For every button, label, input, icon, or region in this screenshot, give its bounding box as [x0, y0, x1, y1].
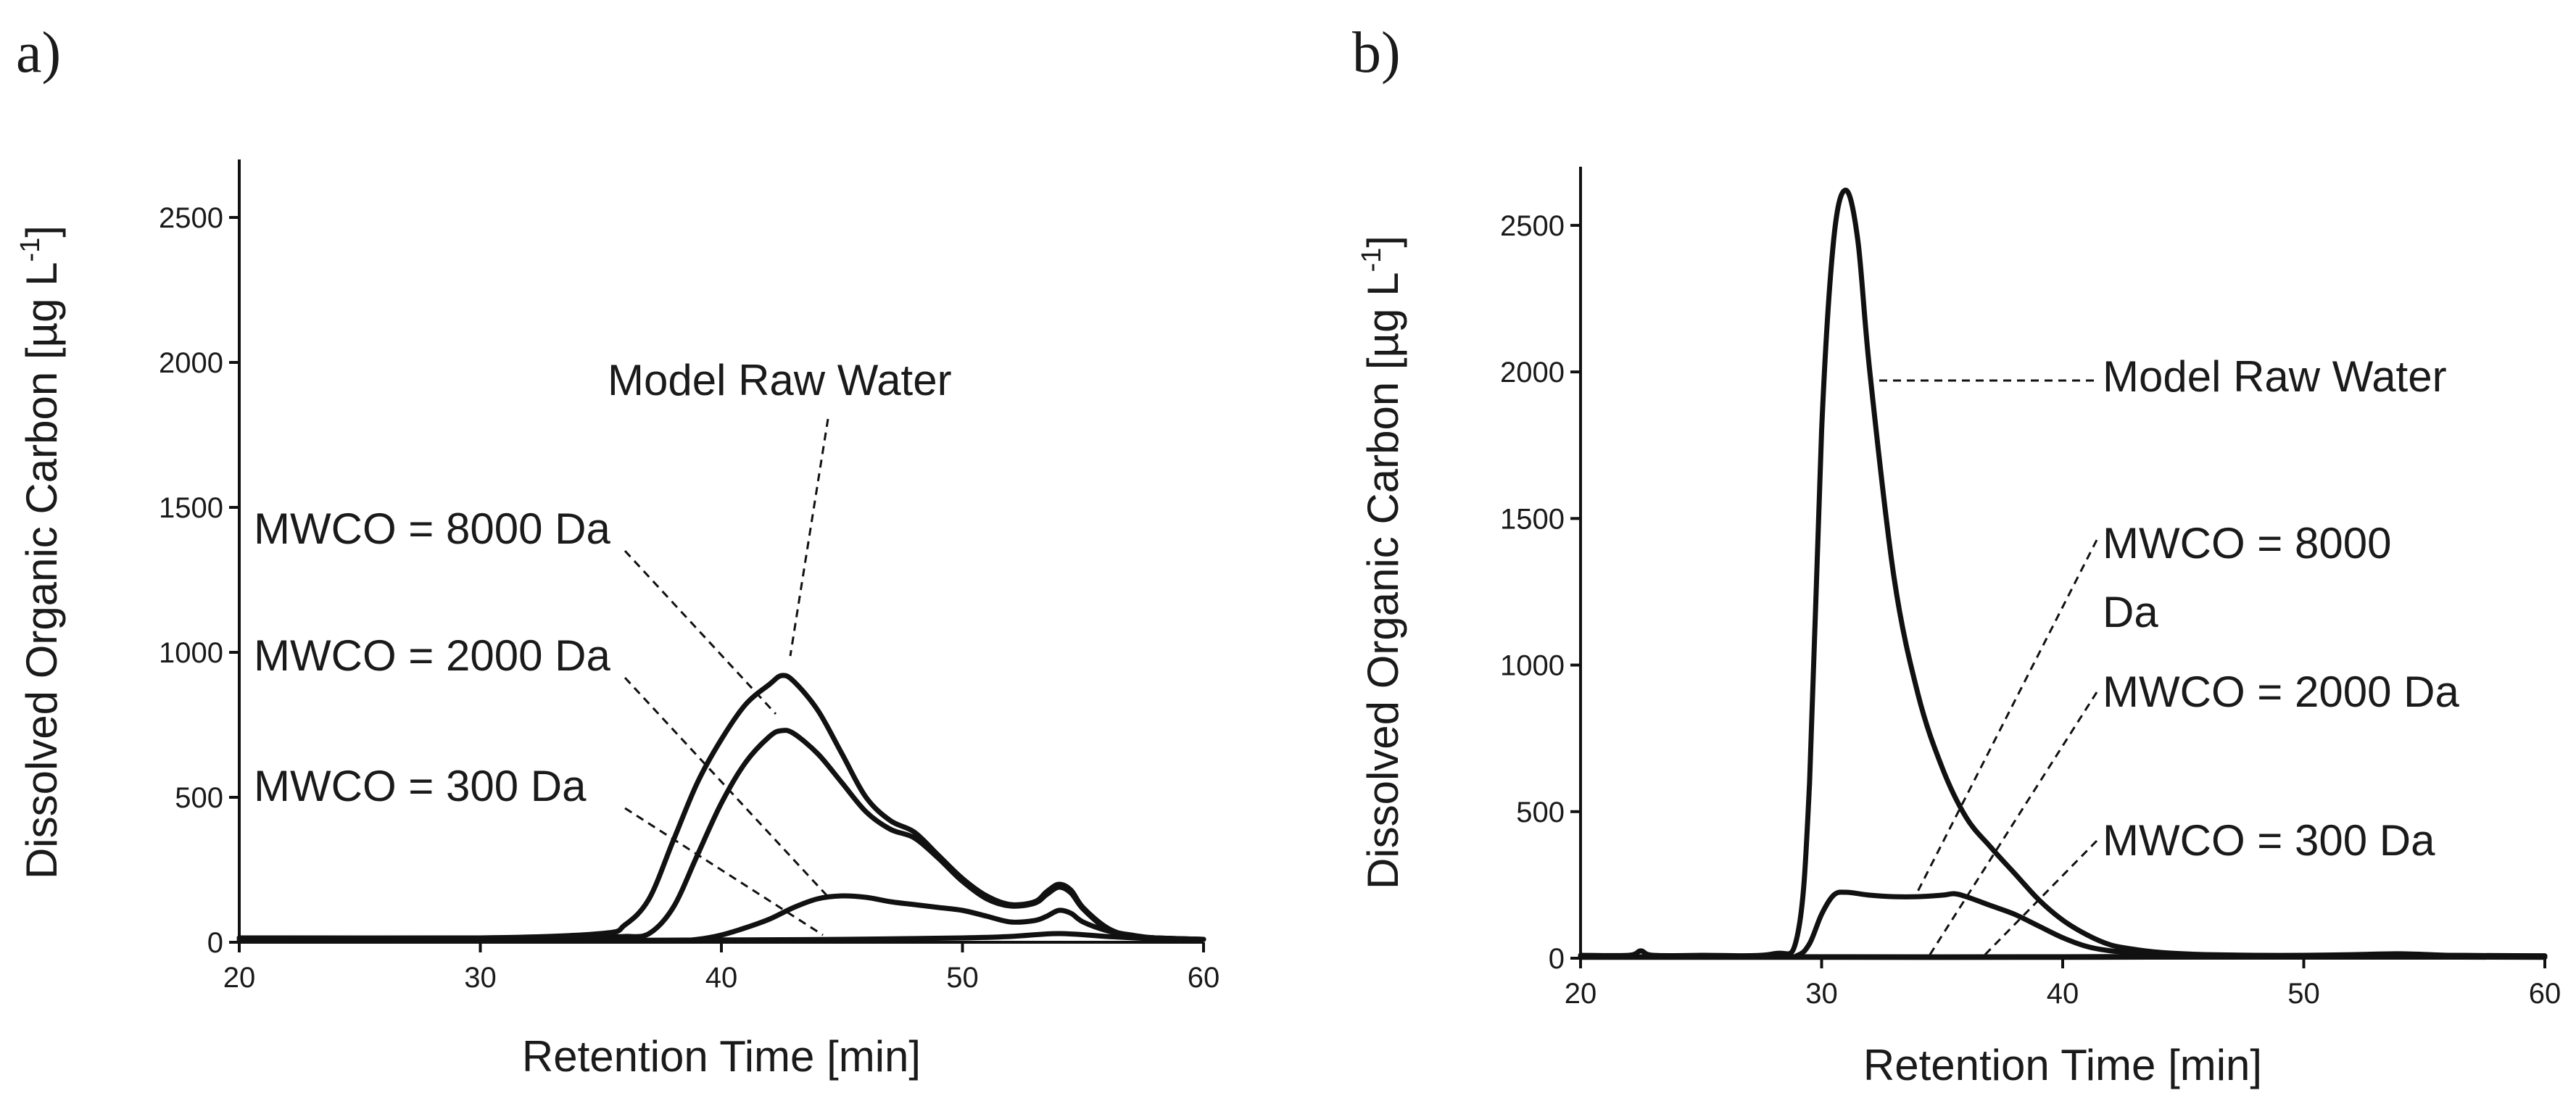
chart-a-ytick-label: 0 [207, 927, 223, 959]
chart-b-label-mwco-8000-unit: Da [2103, 588, 2158, 636]
chart-a-ytick-label: 1000 [159, 637, 223, 669]
chart-b-xtick-label: 30 [1805, 978, 1838, 1010]
chart-a-xtick-label: 60 [1188, 962, 1220, 994]
chart-b-y-title-sup: -1 [1357, 248, 1387, 273]
chart-a-series-mwco-300-da [236, 931, 1206, 944]
chart-a: 0 500 1000 1500 2000 2500 20 30 40 50 60 Retention… [15, 159, 1219, 1081]
chart-a-xtick-label: 30 [464, 962, 497, 994]
chart-a-label-mwco-8000: MWCO = 8000 Da [254, 504, 610, 553]
panel-label-b: b) [1352, 21, 1401, 85]
chart-a-ytick-label: 2000 [159, 347, 223, 379]
chart-b-leader-mwco-8000 [1916, 539, 2098, 892]
chart-a-label-model-raw-water: Model Raw Water [608, 356, 952, 404]
chart-b: 0 500 1000 1500 2000 2500 20 30 40 50 60 Retention… [1357, 167, 2561, 1089]
chart-b-label-model-raw-water: Model Raw Water [2103, 352, 2447, 401]
panel-label-a: a) [16, 21, 62, 85]
chart-a-leader-model-raw-water [789, 418, 829, 657]
chart-a-y-title-close: ] [17, 225, 66, 238]
chart-a-y-title-sup: -1 [15, 238, 46, 262]
chart-a-label-mwco-300: MWCO = 300 Da [254, 762, 587, 810]
chart-b-y-title-close: ] [1359, 236, 1407, 248]
chart-b-ytick-label: 2500 [1500, 210, 1565, 242]
chart-b-x-title: Retention Time [min] [1863, 1041, 2262, 1089]
chart-b-label-mwco-2000: MWCO = 2000 Da [2103, 668, 2459, 716]
chart-a-ytick-label: 500 [175, 782, 223, 814]
chart-b-y-title-main: Dissolved Organic Carbon [µg L [1359, 272, 1407, 889]
chart-b-ytick-label: 1000 [1500, 650, 1565, 682]
chart-b-ytick-label: 0 [1549, 943, 1565, 975]
chart-b-ytick-label: 2000 [1500, 357, 1565, 389]
chart-b-label-mwco-8000: MWCO = 8000 [2103, 519, 2391, 568]
chart-b-xtick-label: 60 [2529, 978, 2561, 1010]
chart-a-leader-mwco-300 [624, 807, 824, 936]
chart-b-ytick-label: 500 [1516, 797, 1565, 828]
chart-a-ytick-label: 2500 [159, 202, 223, 234]
chart-b-xtick-label: 40 [2047, 978, 2079, 1010]
chart-a-y-title: Dissolved Organic Carbon [µg L-1] [15, 225, 66, 879]
chart-a-xtick-label: 20 [223, 962, 256, 994]
chart-a-label-mwco-2000: MWCO = 2000 Da [254, 631, 610, 680]
chart-b-ytick-label: 1500 [1500, 503, 1565, 535]
chart-a-ytick-label: 1500 [159, 492, 223, 524]
chart-b-xtick-label: 20 [1565, 978, 1597, 1010]
chart-a-leader-mwco-2000 [624, 676, 828, 897]
chart-b-y-title: Dissolved Organic Carbon [µg L-1] [1357, 236, 1407, 889]
chart-b-label-mwco-300: MWCO = 300 Da [2103, 816, 2435, 865]
chart-b-xtick-label: 50 [2287, 978, 2320, 1010]
chart-a-y-title-main: Dissolved Organic Carbon [µg L [17, 262, 66, 879]
chart-a-xtick-label: 50 [946, 962, 979, 994]
chart-a-leader-mwco-8000 [624, 549, 777, 715]
chart-a-xtick-label: 40 [705, 962, 738, 994]
chart-a-series-mwco-8000-da [236, 728, 1206, 942]
chart-b-leader-mwco-2000 [1927, 691, 2098, 957]
chart-a-x-title: Retention Time [min] [522, 1032, 921, 1081]
chart-b-series-mwco-8000-da [1578, 889, 2548, 960]
